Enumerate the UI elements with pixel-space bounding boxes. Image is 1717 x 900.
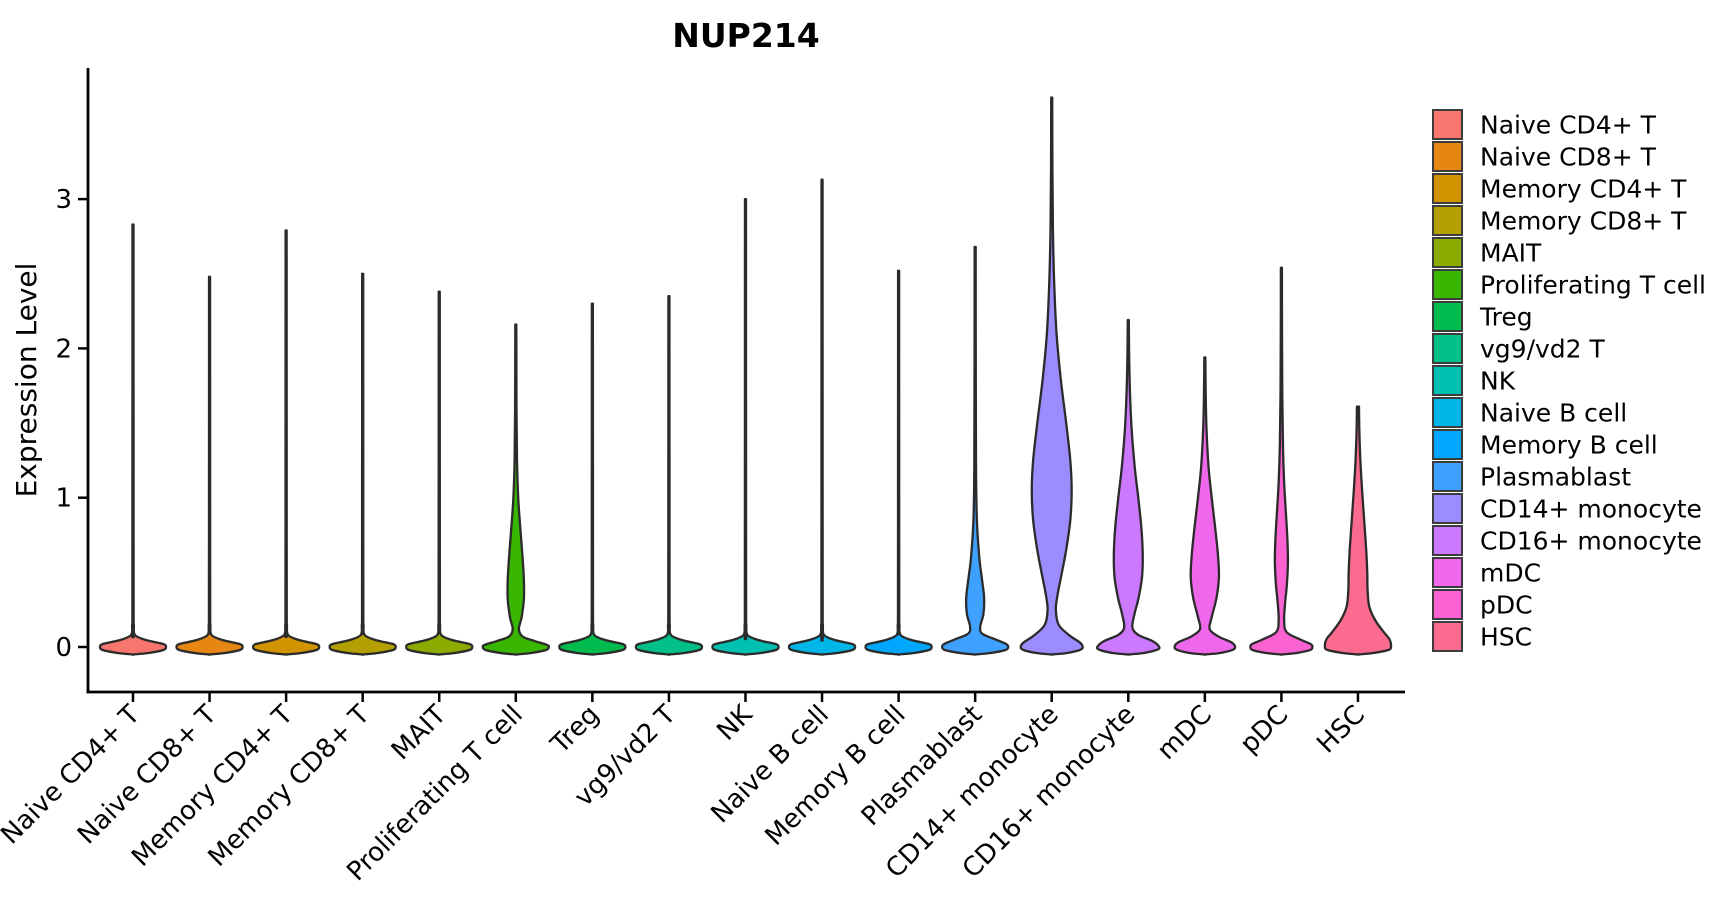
- legend-item: Proliferating T cell: [1432, 269, 1706, 300]
- violin-memory-cd8-t: [328, 272, 397, 656]
- legend-item: Naive CD8+ T: [1432, 141, 1657, 172]
- legend: Naive CD4+ T Naive CD8+ T Memory CD4+ T Mem…: [1432, 109, 1706, 652]
- legend-label: Proliferating T cell: [1480, 271, 1706, 300]
- legend-item: CD14+ monocyte: [1432, 493, 1702, 524]
- legend-label: Plasmablast: [1480, 463, 1631, 492]
- legend-label: Naive B cell: [1480, 399, 1627, 428]
- legend-item: Plasmablast: [1432, 461, 1631, 492]
- x-tick-label: pDC: [1234, 700, 1294, 760]
- violin-mdc: [1173, 356, 1237, 656]
- violin-proliferating-t-cell: [481, 323, 551, 656]
- violin-naive-cd8-t: [175, 275, 244, 656]
- legend-swatch: [1432, 557, 1463, 588]
- x-tick-label: MAIT: [386, 700, 452, 766]
- x-tick-label: mDC: [1152, 700, 1218, 766]
- legend-label: Memory B cell: [1480, 431, 1658, 460]
- legend-item: Naive B cell: [1432, 397, 1627, 428]
- legend-swatch: [1432, 173, 1463, 204]
- legend-item: mDC: [1432, 557, 1541, 588]
- legend-item: MAIT: [1432, 237, 1542, 268]
- legend-label: vg9/vd2 T: [1480, 335, 1606, 364]
- legend-item: Memory CD8+ T: [1432, 205, 1687, 236]
- legend-item: Memory B cell: [1432, 429, 1658, 460]
- legend-item: pDC: [1432, 589, 1533, 620]
- violin-plasmablast: [940, 245, 1010, 656]
- legend-item: CD16+ monocyte: [1432, 525, 1702, 556]
- violin-vg9-vd2-t: [634, 294, 704, 656]
- legend-label: Memory CD8+ T: [1480, 207, 1687, 236]
- legend-label: Memory CD4+ T: [1480, 175, 1687, 204]
- legend-label: MAIT: [1480, 239, 1542, 268]
- violin-naive-cd4-t: [98, 223, 168, 656]
- legend-swatch: [1432, 525, 1463, 556]
- legend-swatch: [1432, 429, 1463, 460]
- legend-swatch: [1432, 397, 1463, 428]
- violin-cd14-monocyte: [1019, 96, 1084, 656]
- legend-item: Memory CD4+ T: [1432, 173, 1687, 204]
- violin-hsc: [1323, 405, 1393, 656]
- legend-item: NK: [1432, 365, 1516, 396]
- legend-item: vg9/vd2 T: [1432, 333, 1606, 364]
- violin-cd16-monocyte: [1095, 318, 1161, 656]
- violin-memory-b-cell: [864, 269, 933, 656]
- violin-treg: [558, 302, 627, 656]
- legend-item: Treg: [1432, 301, 1533, 332]
- x-tick-label: Memory B cell: [760, 700, 912, 852]
- violin-pdc: [1249, 266, 1314, 656]
- legend-label: NK: [1480, 367, 1516, 396]
- chart-title: NUP214: [672, 16, 820, 55]
- legend-swatch: [1432, 493, 1463, 524]
- violin-mait: [405, 290, 474, 656]
- legend-swatch: [1432, 589, 1463, 620]
- legend-swatch: [1432, 621, 1463, 652]
- legend-label: mDC: [1480, 559, 1541, 588]
- y-tick-label: 1: [55, 484, 72, 514]
- x-tick-label: HSC: [1311, 700, 1371, 760]
- legend-swatch: [1432, 301, 1463, 332]
- violin-layer: [98, 96, 1393, 656]
- legend-label: Naive CD8+ T: [1480, 143, 1657, 172]
- x-tick-label: NK: [711, 699, 759, 747]
- legend-swatch: [1432, 333, 1463, 364]
- y-tick-label: 3: [55, 185, 72, 215]
- violin-nk: [711, 197, 780, 656]
- legend-label: CD14+ monocyte: [1480, 495, 1702, 524]
- legend-item: Naive CD4+ T: [1432, 109, 1657, 140]
- legend-label: Naive CD4+ T: [1480, 111, 1657, 140]
- violin-naive-b-cell: [787, 178, 857, 656]
- legend-swatch: [1432, 237, 1463, 268]
- y-tick-label: 0: [55, 633, 72, 663]
- x-tick-label: Naive CD8+ T: [72, 700, 223, 851]
- legend-swatch: [1432, 141, 1463, 172]
- legend-label: HSC: [1480, 623, 1532, 652]
- violin-memory-cd4-t: [251, 229, 321, 656]
- legend-label: CD16+ monocyte: [1480, 527, 1702, 556]
- x-tick-label: Treg: [545, 700, 606, 761]
- legend-swatch: [1432, 461, 1463, 492]
- y-tick-label: 2: [55, 334, 72, 364]
- legend-swatch: [1432, 205, 1463, 236]
- legend-swatch: [1432, 365, 1463, 396]
- legend-label: Treg: [1479, 303, 1533, 332]
- legend-swatch: [1432, 109, 1463, 140]
- legend-swatch: [1432, 269, 1463, 300]
- y-axis-title: Expression Level: [10, 263, 43, 498]
- legend-label: pDC: [1480, 591, 1533, 620]
- legend-item: HSC: [1432, 621, 1532, 652]
